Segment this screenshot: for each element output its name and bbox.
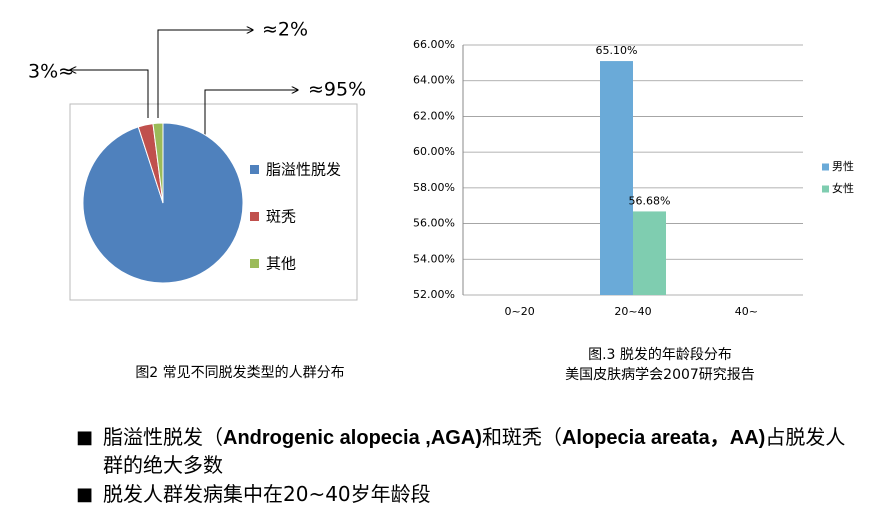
bar-caption: 美国皮肤病学会2007研究报告 xyxy=(565,367,755,383)
data-label: 56.68% xyxy=(629,194,671,207)
bullet-list: 脂溢性脱发（Androgenic alopecia ,AGA)和斑秃（Alope… xyxy=(76,424,846,510)
y-tick-label: 62.00% xyxy=(413,109,455,122)
bar-caption: 图.3 脱发的年龄段分布 xyxy=(588,347,732,363)
data-label: 65.10% xyxy=(596,44,638,57)
legend-swatch xyxy=(250,165,259,174)
value-label: ≈95% xyxy=(308,79,366,101)
legend-label: 女性 xyxy=(832,181,854,195)
x-tick-label: 40~ xyxy=(735,305,758,318)
legend-swatch xyxy=(822,163,829,171)
bullet-text: 脱发人群发病集中在20~40岁年龄段 xyxy=(103,482,431,506)
y-tick-label: 56.00% xyxy=(413,217,455,230)
bullet-text: 和斑秃（ xyxy=(481,425,562,449)
value-label: 3%≈ xyxy=(28,61,74,83)
annotation-arrow xyxy=(70,70,149,118)
bullet: 脱发人群发病集中在20~40岁年龄段 xyxy=(76,481,846,508)
legend-label: 脂溢性脱发 xyxy=(266,161,341,179)
x-tick-label: 20~40 xyxy=(614,305,651,318)
pie-frame xyxy=(69,103,358,301)
legend-swatch xyxy=(822,185,829,193)
y-tick-label: 64.00% xyxy=(413,74,455,87)
bullet-text: 占脱发人群的绝大多数 xyxy=(103,425,846,477)
legend-swatch xyxy=(250,259,259,268)
x-tick-label: 0~20 xyxy=(505,305,535,318)
bar xyxy=(633,211,666,295)
value-label: ≈2% xyxy=(262,19,308,41)
legend-swatch xyxy=(250,212,259,221)
pie-caption: 图2 常见不同脱发类型的人群分布 xyxy=(135,365,344,381)
y-tick-label: 60.00% xyxy=(413,145,455,158)
pie-slice xyxy=(152,122,164,204)
bullet-text: Alopecia areata，AA) xyxy=(561,427,766,449)
bullet-text: Androgenic alopecia ,AGA) xyxy=(223,427,482,449)
y-tick-label: 58.00% xyxy=(413,181,455,194)
annotation-arrow xyxy=(204,90,298,135)
legend-label: 斑秃 xyxy=(266,208,296,226)
charts: 图2 常见不同脱发类型的人群分布 图.3 脱发的年龄段分布 美国皮肤病学会200… xyxy=(28,19,854,384)
y-tick-label: 52.00% xyxy=(413,288,455,301)
y-tick-label: 54.00% xyxy=(413,252,455,265)
bullet-text: 脂溢性脱发（ xyxy=(103,425,223,449)
bullet: 脂溢性脱发（Androgenic alopecia ,AGA)和斑秃（Alope… xyxy=(76,424,846,479)
bar xyxy=(600,61,633,296)
y-tick-label: 66.00% xyxy=(413,38,455,51)
annotation-arrow xyxy=(157,30,253,118)
legend-label: 其他 xyxy=(266,255,296,273)
legend-label: 男性 xyxy=(832,159,854,173)
